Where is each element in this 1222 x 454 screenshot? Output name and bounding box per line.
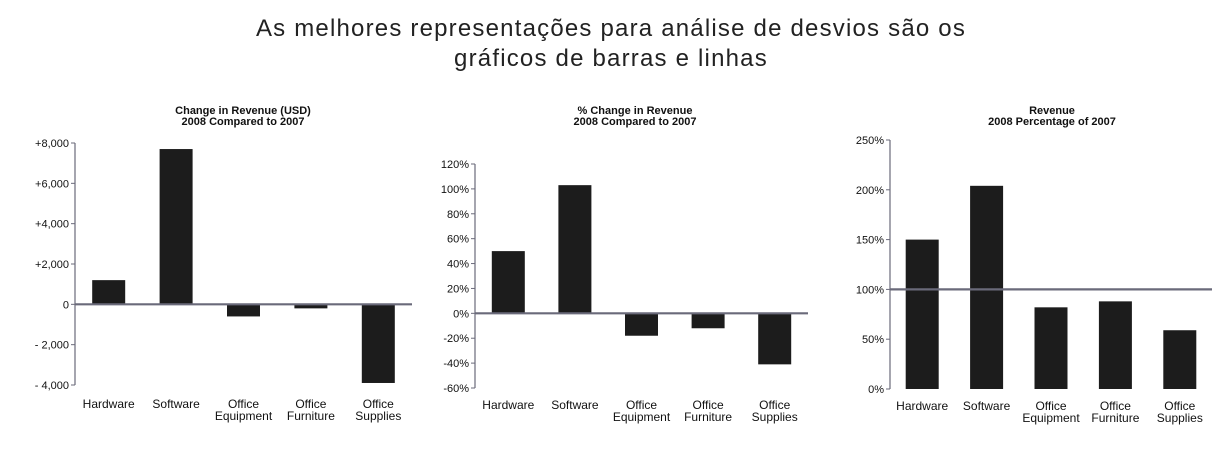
y-tick-label: 20% (447, 283, 469, 295)
y-tick-label: 0% (453, 308, 469, 320)
bar-2 (1034, 307, 1068, 389)
category-label: Software (152, 397, 200, 411)
y-tick-label: 250% (856, 135, 884, 147)
category-label: Office (759, 398, 790, 412)
category-label: Supplies (355, 409, 401, 423)
bar-3 (1098, 301, 1132, 389)
bar-4 (758, 313, 792, 365)
category-label: Hardware (83, 397, 135, 411)
category-label: Equipment (215, 409, 273, 423)
category-label: Office (1100, 399, 1131, 413)
category-label: Furniture (1091, 411, 1139, 425)
y-tick-label: - 4,000 (35, 380, 69, 392)
y-tick-label: +4,000 (35, 219, 69, 231)
y-tick-label: - 2,000 (35, 340, 69, 352)
y-tick-label: 200% (856, 185, 884, 197)
chart-title-line-1: % Change in Revenue (578, 105, 693, 117)
chart-title-line-2: 2008 Compared to 2007 (182, 116, 305, 128)
bar-3 (691, 313, 725, 329)
chart-title-line-2: 2008 Compared to 2007 (574, 116, 697, 128)
y-tick-label: +8,000 (35, 138, 69, 150)
y-tick-label: 40% (447, 259, 469, 271)
category-label: Office (626, 398, 657, 412)
bar-2 (625, 313, 658, 336)
category-label: Software (963, 399, 1011, 413)
y-tick-label: 80% (447, 209, 469, 221)
category-label: Office (228, 397, 259, 411)
category-label: Furniture (684, 410, 732, 424)
y-tick-label: -20% (443, 333, 469, 345)
page-title-line-2: gráficos de barras e linhas (454, 45, 768, 72)
bar-1 (159, 149, 193, 305)
category-label: Furniture (287, 409, 335, 423)
chart-title-line-1: Change in Revenue (USD) (175, 105, 311, 117)
category-label: Office (693, 398, 724, 412)
category-label: Equipment (1022, 411, 1080, 425)
bar-3 (294, 304, 328, 309)
y-tick-label: -60% (443, 383, 469, 395)
bar-1 (558, 185, 592, 314)
category-label: Software (551, 398, 599, 412)
category-label: Hardware (482, 398, 534, 412)
category-label: Equipment (613, 410, 671, 424)
category-label: Office (295, 397, 326, 411)
category-label: Office (1164, 399, 1195, 413)
y-tick-label: 120% (441, 159, 469, 171)
y-tick-label: 150% (856, 235, 884, 247)
bar-0 (491, 251, 525, 314)
chart-title-line-2: 2008 Percentage of 2007 (988, 116, 1116, 128)
chart-change-in-revenue: Change in Revenue (USD)2008 Compared to … (35, 105, 412, 423)
y-tick-label: 100% (441, 184, 469, 196)
chart-title-line-1: Revenue (1029, 105, 1075, 117)
y-tick-label: 0% (868, 384, 884, 396)
bar-0 (905, 239, 939, 389)
category-label: Supplies (1157, 411, 1203, 425)
bar-4 (1163, 330, 1197, 389)
category-label: Hardware (896, 399, 948, 413)
y-tick-label: 60% (447, 234, 469, 246)
y-tick-label: -40% (443, 358, 469, 370)
bar-0 (92, 280, 126, 305)
page-title: As melhores representações para análise … (0, 14, 1222, 74)
y-tick-label: 100% (856, 284, 884, 296)
bar-4 (361, 304, 395, 383)
bar-1 (970, 185, 1004, 389)
y-tick-label: +2,000 (35, 259, 69, 271)
y-tick-label: 0 (63, 299, 69, 311)
page-title-line-1: As melhores representações para análise … (255, 15, 967, 42)
y-tick-label: +6,000 (35, 178, 69, 190)
bar-2 (227, 304, 260, 317)
y-tick-label: 50% (862, 334, 884, 346)
category-label: Office (363, 397, 394, 411)
category-label: Office (1035, 399, 1066, 413)
category-label: Supplies (752, 410, 798, 424)
